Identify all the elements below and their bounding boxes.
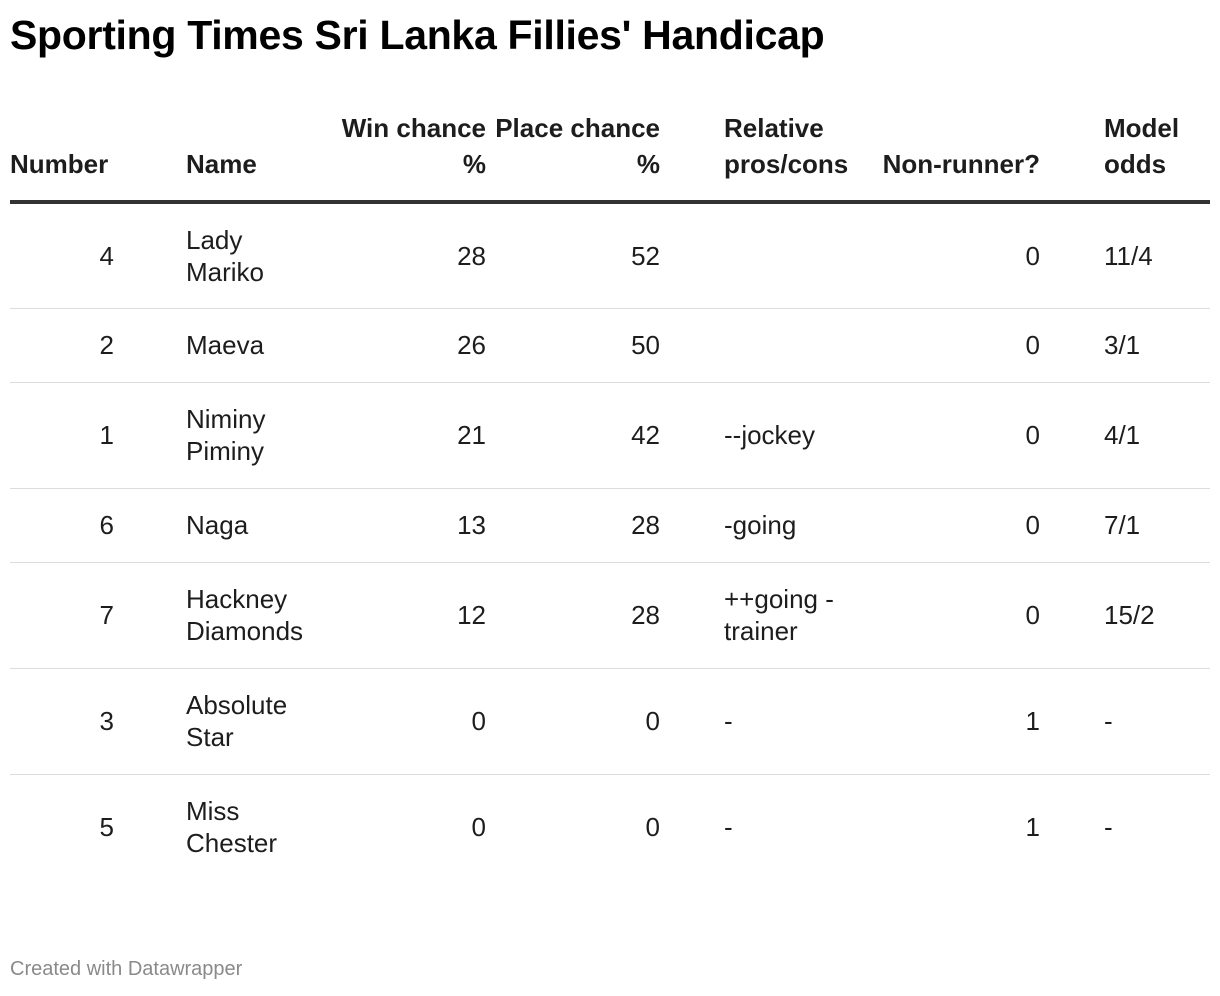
cell-number: 4 bbox=[10, 202, 140, 309]
table-row: 5 Miss Chester 0 0 - 1 - bbox=[10, 774, 1210, 880]
column-header-non-runner[interactable]: Non-runner? bbox=[868, 110, 1040, 204]
cell-win-chance: 0 bbox=[316, 668, 486, 775]
cell-win-chance: 28 bbox=[316, 202, 486, 309]
cell-non-runner: 0 bbox=[868, 202, 1040, 309]
table-row: 2 Maeva 26 50 0 3/1 bbox=[10, 308, 1210, 383]
column-header-name[interactable]: Name bbox=[140, 110, 316, 204]
cell-name: Maeva bbox=[140, 308, 316, 383]
cell-model-odds: - bbox=[1104, 812, 1113, 843]
cell-model-odds: 4/1 bbox=[1040, 382, 1210, 489]
cell-win-chance: 13 bbox=[316, 488, 486, 563]
cell-place-chance: 28 bbox=[486, 562, 660, 669]
table-row: 4 Lady Mariko 28 52 0 11/4 bbox=[10, 202, 1210, 309]
cell-relative-pros-cons: -going bbox=[660, 488, 868, 563]
cell-model-odds: 15/2 bbox=[1040, 562, 1210, 669]
cell-non-runner: 0 bbox=[868, 562, 1040, 669]
cell-name: Naga bbox=[140, 488, 316, 563]
cell-relative-pros-cons: ++going -trainer bbox=[660, 562, 868, 669]
cell-non-runner: 0 bbox=[868, 382, 1040, 489]
cell-name: Lady Mariko bbox=[140, 202, 316, 309]
cell-name: Niminy Piminy bbox=[140, 382, 316, 489]
cell-win-chance: 26 bbox=[316, 308, 486, 383]
cell-non-runner: 1 bbox=[868, 668, 1040, 775]
cell-non-runner: 0 bbox=[868, 308, 1040, 383]
cell-number: 7 bbox=[10, 562, 140, 669]
cell-relative-pros-cons: --jockey bbox=[660, 382, 868, 489]
cell-place-chance: 0 bbox=[486, 668, 660, 775]
data-table: Number Name Win chance % Place chance % … bbox=[10, 110, 1210, 880]
cell-name: Hackney Diamonds bbox=[140, 562, 316, 669]
table-row: 7 Hackney Diamonds 12 28 ++going -trainer 0 15… bbox=[10, 562, 1210, 669]
cell-place-chance: 42 bbox=[486, 382, 660, 489]
cell-place-chance: 28 bbox=[486, 488, 660, 563]
cell-relative-pros-cons bbox=[660, 202, 868, 309]
column-header-number[interactable]: Number bbox=[10, 110, 140, 204]
cell-model-odds: 11/4 bbox=[1040, 202, 1210, 309]
cell-win-chance: 21 bbox=[316, 382, 486, 489]
footer-credit: Created with Datawrapper bbox=[10, 958, 243, 980]
cell-model-odds: 7/1 bbox=[1040, 488, 1210, 563]
column-header-win-chance[interactable]: Win chance % bbox=[316, 110, 486, 204]
table-row: 1 Niminy Piminy 21 42 --jockey 0 4/1 bbox=[10, 382, 1210, 489]
cell-number: 1 bbox=[10, 382, 140, 489]
cell-place-chance: 50 bbox=[486, 308, 660, 383]
table-body: 4 Lady Mariko 28 52 0 11/4 2 Maeva 26 50 0 3/1 1 Nimi… bbox=[10, 202, 1210, 880]
column-header-place-chance[interactable]: Place chance % bbox=[486, 110, 660, 204]
cell-win-chance: 12 bbox=[316, 562, 486, 669]
cell-model-odds: - bbox=[1040, 668, 1210, 775]
cell-non-runner: 1 bbox=[1025, 812, 1040, 843]
cell-name: Absolute Star bbox=[140, 668, 316, 775]
cell-number: 5 bbox=[99, 812, 114, 843]
header-row: Number Name Win chance % Place chance % … bbox=[10, 110, 1210, 204]
cell-non-runner: 0 bbox=[868, 488, 1040, 563]
column-header-model-odds[interactable]: Model odds bbox=[1040, 110, 1210, 204]
table-row: 3 Absolute Star 0 0-1- bbox=[10, 668, 1210, 775]
chart-title: Sporting Times Sri Lanka Fillies' Handic… bbox=[10, 12, 825, 58]
cell-number: 2 bbox=[10, 308, 140, 383]
cell-relative-pros-cons: - bbox=[660, 668, 868, 775]
cell-place-chance: 0 bbox=[645, 812, 660, 843]
cell-model-odds: 3/1 bbox=[1040, 308, 1210, 383]
cell-name: Miss Chester bbox=[186, 796, 278, 859]
cell-number: 3 bbox=[10, 668, 140, 775]
cell-win-chance: 0 bbox=[471, 812, 486, 843]
column-header-relative-pros-cons[interactable]: Relative pros/cons bbox=[660, 110, 868, 204]
cell-relative-pros-cons: - bbox=[724, 812, 733, 843]
table-row: 6 Naga 13 28 -going 0 7/1 bbox=[10, 488, 1210, 563]
cell-relative-pros-cons bbox=[660, 308, 868, 383]
cell-number: 6 bbox=[10, 488, 140, 563]
cell-place-chance: 52 bbox=[486, 202, 660, 309]
